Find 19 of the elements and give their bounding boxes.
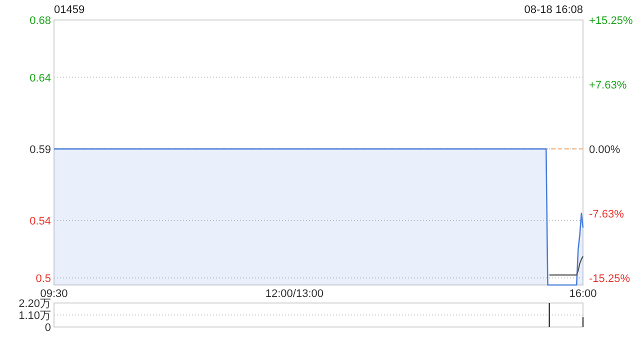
y-tick-label: 0.64 — [30, 72, 51, 84]
y-tick-label: 0 — [44, 322, 51, 334]
x-tick-label: 16:00 — [569, 288, 597, 300]
y-tick-label: 0.5 — [36, 272, 51, 285]
text: 08-18 16:08 — [524, 4, 583, 16]
y2-tick-label: +7.63% — [589, 79, 627, 92]
y2-tick-label: -7.63% — [589, 208, 624, 220]
y2-tick-label: 0.00% — [589, 144, 620, 156]
x-tick-label: 12:00/13:00 — [265, 288, 324, 300]
y-tick-label: 2.20万 — [18, 298, 51, 310]
y-tick-label: 0.59 — [30, 144, 51, 156]
chart-title: 01459 — [54, 4, 85, 16]
y2-tick-label: +15.25% — [589, 15, 633, 27]
y-tick-label: 0.68 — [30, 15, 51, 27]
y-tick-label: 0.54 — [30, 216, 51, 228]
y2-tick-label: -15.25% — [589, 272, 630, 285]
line-series — [548, 256, 584, 276]
y-tick-label: 1.10万 — [18, 310, 51, 322]
x-tick-label: 09:30 — [40, 288, 68, 300]
